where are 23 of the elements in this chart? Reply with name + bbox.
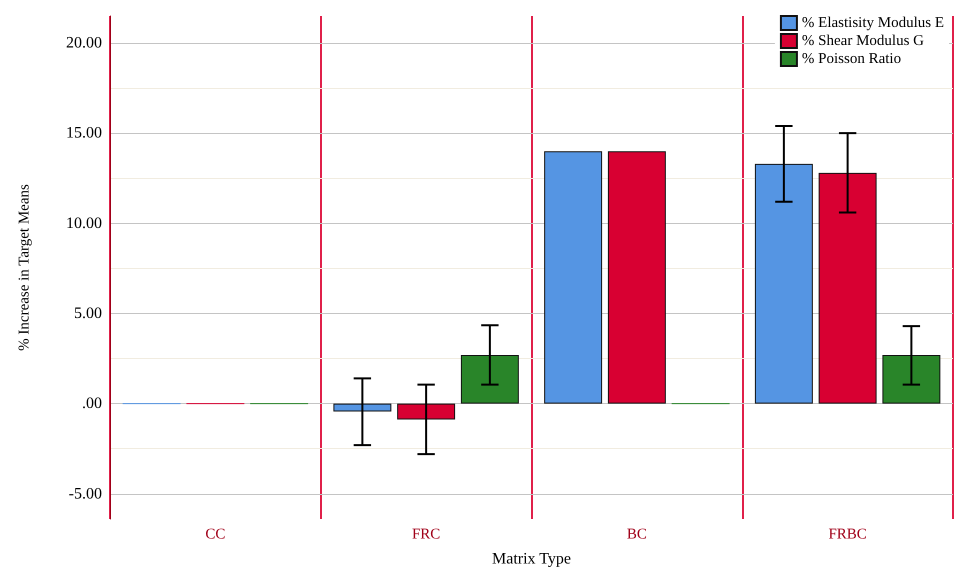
- bar: [333, 404, 392, 412]
- y-tick-label: 5.00: [74, 304, 102, 322]
- bar: [818, 172, 877, 404]
- x-tick-label: BC: [626, 526, 647, 542]
- y-tick-label: 15.00: [66, 124, 102, 142]
- legend-label: % Elastisity Modulus E: [802, 15, 944, 31]
- legend-label: % Poisson Ratio: [802, 51, 902, 67]
- legend-label: % Shear Modulus G: [802, 33, 924, 49]
- y-tick-label: 10.00: [66, 214, 102, 232]
- bar: [544, 151, 602, 404]
- x-tick-label: FRC: [412, 526, 440, 542]
- x-axis-title: Matrix Type: [492, 550, 572, 568]
- bar: [882, 354, 940, 404]
- y-tick-label: -5.00: [68, 485, 102, 502]
- y-axis-title: % Increase in Target Means: [16, 184, 32, 351]
- bar: [608, 151, 666, 404]
- bar: [754, 164, 813, 404]
- y-tick-label: 20.00: [66, 34, 102, 52]
- x-tick-label: FRBC: [828, 526, 867, 542]
- bar: [397, 404, 456, 420]
- x-tick-label: CC: [205, 526, 226, 542]
- y-tick-label: .00: [82, 395, 102, 412]
- bar: [460, 354, 519, 404]
